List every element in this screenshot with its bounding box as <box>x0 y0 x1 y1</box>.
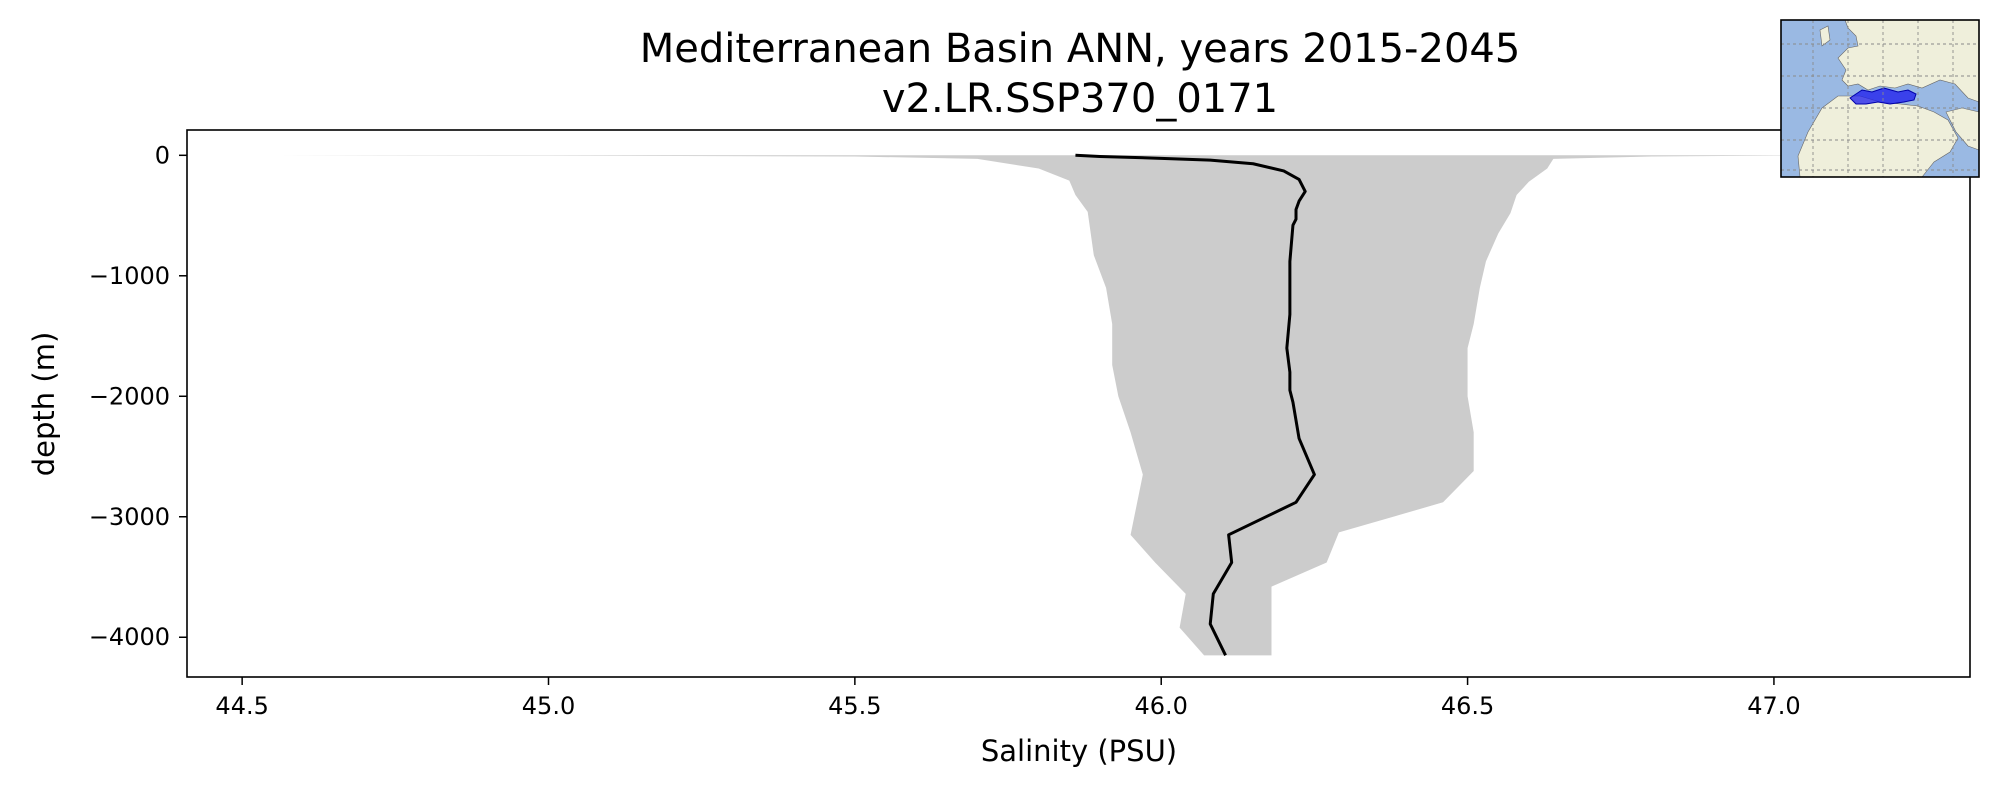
x-tick-label: 44.5 <box>215 692 268 720</box>
x-tick-label: 45.5 <box>828 692 881 720</box>
y-tick-label: 0 <box>155 141 170 169</box>
x-tick-label: 46.0 <box>1134 692 1187 720</box>
map-gridlines <box>1781 20 1979 177</box>
chart-marks <box>278 153 1970 656</box>
x-axis-label: Salinity (PSU) <box>981 734 1177 768</box>
inset-map <box>1780 19 1980 178</box>
y-tick-label: −2000 <box>89 382 170 410</box>
y-axis-ticks: 0 −1000 −2000 −3000 −4000 <box>89 141 187 651</box>
axes-frame <box>186 129 1971 678</box>
x-axis-ticks: 44.5 45.0 45.5 46.0 46.5 47.0 <box>215 677 1801 720</box>
map-mediterranean-highlight <box>1849 87 1917 105</box>
x-tick-label: 45.0 <box>522 692 575 720</box>
map-frame <box>1780 19 1980 178</box>
y-axis-label: depth (m) <box>27 332 61 477</box>
map-land-europe <box>1837 19 1980 103</box>
y-tick-label: −1000 <box>89 262 170 290</box>
y-tick-label: −4000 <box>89 623 170 651</box>
x-tick-label: 47.0 <box>1747 692 1800 720</box>
map-land-uk <box>1819 25 1831 47</box>
mean-salinity-line <box>1075 153 1316 656</box>
plot-area <box>186 129 1971 678</box>
salinity-range-band <box>278 155 1970 656</box>
x-tick-label: 46.5 <box>1441 692 1494 720</box>
chart-title: Mediterranean Basin ANN, years 2015-2045… <box>640 26 1521 122</box>
y-tick-label: −3000 <box>89 503 170 531</box>
chart-title-line: Mediterranean Basin ANN, years 2015-2045 <box>640 26 1521 72</box>
chart-subtitle-line: v2.LR.SSP370_0171 <box>882 76 1278 122</box>
